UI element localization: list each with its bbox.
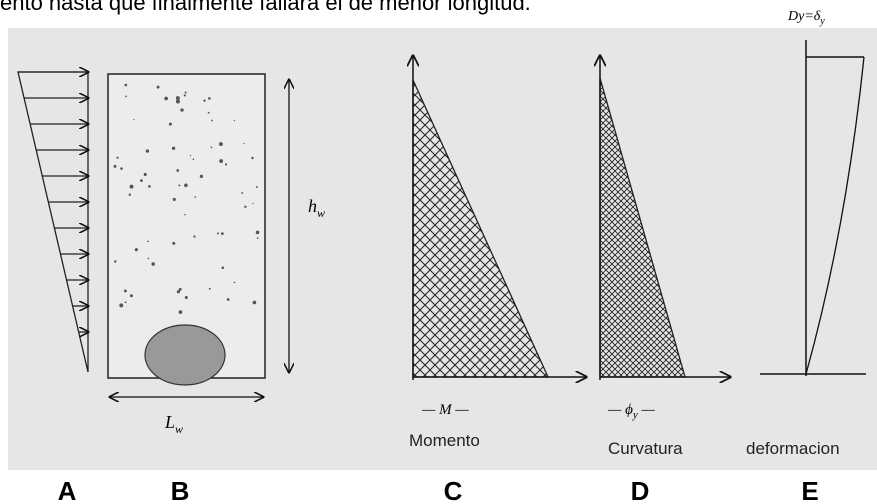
moment-caption: Momento xyxy=(409,431,480,450)
speck xyxy=(113,260,117,263)
speck xyxy=(151,262,156,266)
speck xyxy=(180,108,184,112)
speck xyxy=(178,287,182,291)
label-sub: w xyxy=(317,206,325,220)
speck xyxy=(216,232,219,235)
speck xyxy=(125,95,127,98)
speck xyxy=(119,303,124,308)
speck xyxy=(178,184,181,187)
speck xyxy=(176,290,180,294)
speck xyxy=(241,192,244,194)
speck xyxy=(124,301,127,304)
speck xyxy=(226,298,230,301)
moment-symbol: — M — xyxy=(421,402,469,418)
speck xyxy=(252,202,254,205)
speck xyxy=(172,197,176,202)
speck xyxy=(233,281,236,284)
speck xyxy=(233,119,236,122)
panel-letter: B xyxy=(171,476,190,504)
symbol-sub: y xyxy=(632,409,638,421)
speck xyxy=(189,154,192,157)
symbol: — ϕ xyxy=(607,402,633,418)
speck xyxy=(218,142,223,146)
speck xyxy=(210,146,213,149)
speck xyxy=(184,295,188,300)
speck xyxy=(207,111,210,114)
speck xyxy=(176,169,180,172)
label-sub: w xyxy=(175,422,183,436)
speck xyxy=(252,300,257,305)
speck xyxy=(183,94,186,97)
speck xyxy=(255,230,260,235)
curvature-caption: Curvatura xyxy=(608,439,683,458)
speck xyxy=(113,164,117,168)
speck xyxy=(203,99,206,102)
speck xyxy=(208,287,211,290)
panel-letter: E xyxy=(801,476,818,504)
height-label: hw xyxy=(308,196,325,220)
speck xyxy=(219,159,224,163)
label-sub: y xyxy=(819,16,825,27)
speck xyxy=(194,196,197,198)
speck xyxy=(133,118,135,121)
speck xyxy=(184,91,187,94)
speck xyxy=(143,172,147,177)
speck xyxy=(175,99,180,104)
speck xyxy=(244,205,247,208)
speck xyxy=(184,213,186,216)
speck xyxy=(147,240,149,243)
label-main: Dy=δ xyxy=(787,9,821,24)
speck xyxy=(116,156,119,159)
deformed-shape xyxy=(805,56,865,375)
load-diagram xyxy=(17,72,88,373)
speck xyxy=(184,183,188,188)
speck xyxy=(120,167,123,170)
speck xyxy=(148,185,151,188)
speck xyxy=(168,122,172,126)
panel-letter: A xyxy=(58,476,77,504)
panel-letters: A B C D E xyxy=(58,476,819,504)
length-label: Lw xyxy=(164,412,183,436)
speck xyxy=(211,119,214,122)
speck xyxy=(147,257,150,260)
speck xyxy=(208,97,211,100)
speck xyxy=(134,248,138,252)
speck xyxy=(164,96,168,101)
header-text: ento hasta que finalmente fallará el de … xyxy=(0,0,531,15)
panel-letter: D xyxy=(631,476,650,504)
label-main: L xyxy=(164,412,175,432)
speck xyxy=(251,156,254,160)
speck xyxy=(129,294,133,298)
speck xyxy=(171,146,176,150)
speck xyxy=(193,235,196,238)
speck xyxy=(128,193,131,196)
speck xyxy=(124,83,128,87)
speck xyxy=(175,96,180,101)
speck xyxy=(192,158,195,161)
speck xyxy=(220,232,224,236)
speck xyxy=(178,310,183,314)
speck xyxy=(199,174,204,179)
speck xyxy=(140,179,143,182)
panel-letter: C xyxy=(444,476,463,504)
speck xyxy=(123,289,127,293)
deformation-caption: deformacion xyxy=(746,439,840,458)
wall xyxy=(107,73,266,386)
symbol-tail: — xyxy=(638,402,656,418)
label-main: h xyxy=(308,196,317,216)
speck xyxy=(221,266,225,270)
curvature-symbol: — ϕy — xyxy=(607,402,656,421)
speck xyxy=(224,163,228,166)
speck xyxy=(129,184,134,189)
speck xyxy=(156,85,160,89)
speck xyxy=(243,142,245,145)
speck xyxy=(255,186,258,188)
speck xyxy=(145,149,150,153)
speck xyxy=(256,237,259,239)
displacement-label: Dy=δy xyxy=(787,9,825,27)
speck xyxy=(172,241,176,245)
